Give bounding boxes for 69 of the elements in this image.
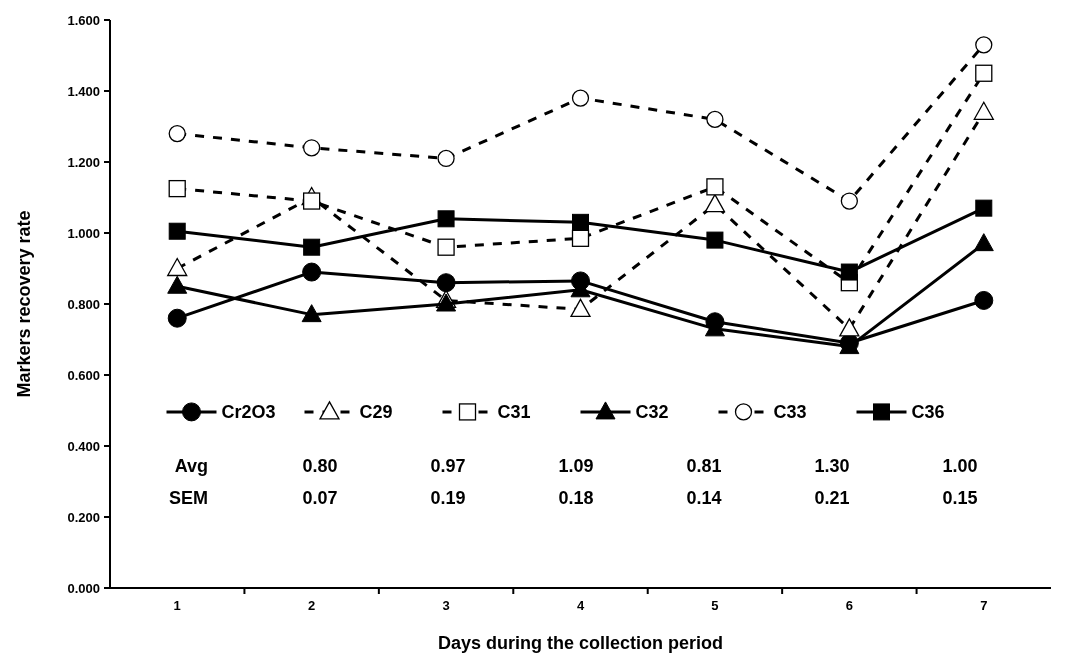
y-axis-title: Markers recovery rate — [14, 210, 34, 398]
point — [437, 210, 455, 228]
point — [706, 110, 724, 129]
annotation: 1.09 — [558, 456, 594, 477]
point — [974, 290, 994, 310]
point — [167, 275, 188, 294]
x-tick-label: 2 — [308, 598, 316, 613]
point — [437, 238, 455, 256]
point — [437, 149, 455, 168]
point — [973, 101, 994, 120]
y-tick-label: 0.800 — [67, 296, 100, 312]
x-tick-label: 6 — [845, 598, 853, 613]
point — [973, 233, 994, 252]
y-tick-label: 1.400 — [67, 83, 100, 99]
annotation: SEM — [168, 488, 208, 509]
annotation: 0.15 — [942, 488, 978, 509]
point — [570, 298, 591, 317]
y-tick-label: 0.000 — [67, 580, 100, 596]
legend-label: C33 — [773, 402, 807, 423]
point — [975, 199, 993, 217]
point — [302, 262, 322, 282]
point — [436, 273, 456, 293]
point — [706, 231, 724, 249]
legend-label: C32 — [635, 402, 669, 423]
x-axis-title: Days during the collection period — [437, 633, 724, 653]
y-tick-label: 0.600 — [67, 367, 100, 383]
annotation: 0.81 — [686, 456, 722, 477]
x-tick-label: 1 — [173, 598, 181, 613]
point — [840, 263, 858, 281]
annotation: 0.80 — [302, 456, 338, 477]
x-tick-label: 3 — [442, 598, 450, 613]
annotation: 0.07 — [302, 488, 338, 509]
y-tick-label: 1.600 — [67, 12, 100, 28]
point — [302, 192, 321, 210]
point — [168, 124, 186, 143]
annotation: 0.18 — [558, 488, 594, 509]
point — [301, 304, 322, 323]
point — [572, 213, 589, 231]
point — [839, 318, 860, 337]
annotation: 0.97 — [430, 456, 466, 477]
annotation: 1.30 — [814, 456, 850, 477]
point — [571, 229, 590, 247]
x-tick-label: 7 — [980, 598, 988, 613]
y-tick-label: 0.400 — [67, 438, 100, 454]
point — [167, 257, 188, 277]
point — [840, 192, 859, 210]
y-tick-label: 1.000 — [67, 225, 100, 241]
point — [975, 64, 993, 82]
x-tick-label: 4 — [576, 598, 585, 613]
annotation: 0.14 — [686, 488, 722, 509]
annotation: 1.00 — [942, 456, 978, 477]
point — [302, 139, 321, 157]
y-tick-label: 1.200 — [67, 154, 100, 170]
y-tick-label: 0.200 — [67, 509, 100, 525]
point — [706, 178, 724, 196]
annotation: Avg — [174, 456, 208, 477]
point — [303, 238, 321, 256]
point — [571, 89, 590, 107]
legend-label: Cr2O3 — [221, 402, 276, 423]
point — [167, 308, 187, 328]
point — [704, 193, 726, 213]
legend-label: C29 — [359, 402, 393, 423]
legend-label: C36 — [911, 402, 945, 423]
annotation: 0.21 — [814, 488, 850, 509]
x-tick-label: 5 — [711, 598, 719, 613]
point — [168, 179, 186, 198]
point — [168, 222, 186, 240]
annotation: 0.19 — [430, 488, 466, 509]
legend-label: C31 — [497, 402, 531, 423]
